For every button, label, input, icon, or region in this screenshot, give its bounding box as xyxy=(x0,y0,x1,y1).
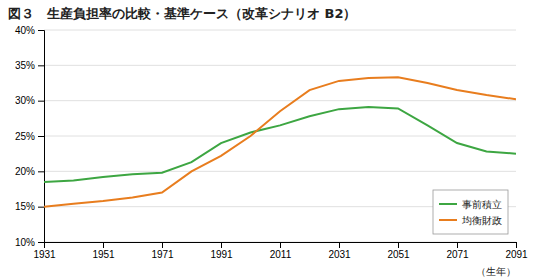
title: 図３ 生産負担率の比較・基準ケース（改革シナリオ B2） xyxy=(8,6,356,21)
y-tick-mark xyxy=(38,65,44,66)
x-tick-label: 1991 xyxy=(210,249,233,260)
legend-item: 事前積立 xyxy=(439,199,502,210)
x-tick-mark xyxy=(339,242,340,248)
line xyxy=(44,77,516,206)
y-tick: 30% xyxy=(15,95,44,106)
x-axis-line xyxy=(45,243,517,249)
x-axis: 1931 1951 1971 1991 2011 2031 2051 2071 2091 xyxy=(33,242,528,260)
y-tick-mark xyxy=(38,171,44,172)
y-tick-mark xyxy=(38,136,44,137)
grid-line xyxy=(44,171,516,172)
y-tick-label: 20% xyxy=(15,166,35,177)
legend-item: 均衡財政 xyxy=(439,215,502,226)
x-tick-mark xyxy=(516,242,517,248)
x-tick-mark xyxy=(162,242,163,248)
y-tick-mark xyxy=(38,30,44,31)
x-tick: 1971 xyxy=(151,242,174,260)
y-tick-label: 10% xyxy=(15,237,35,248)
grid-line xyxy=(44,30,516,31)
x-tick-mark xyxy=(398,242,399,248)
legend-swatch xyxy=(439,219,457,221)
chart: 図３ 生産負担率の比較・基準ケース（改革シナリオ B2） 1931 1951 1971… xyxy=(0,0,534,280)
plot: 19311951197119912011203120512071209110%1… xyxy=(15,25,528,277)
y-tick-mark xyxy=(38,101,44,102)
y-axis: 10% 15% 20% 25% 30% 35% 40% xyxy=(15,25,45,248)
y-tick-label: 35% xyxy=(15,60,35,71)
y-tick: 15% xyxy=(15,201,44,212)
y-tick-label: 15% xyxy=(15,201,35,212)
x-tick-label: 1931 xyxy=(33,249,56,260)
x-tick-label: 2011 xyxy=(270,249,292,260)
y-tick-mark xyxy=(38,207,44,208)
y-tick: 25% xyxy=(15,131,44,142)
x-tick-label: 1951 xyxy=(92,249,115,260)
y-tick: 35% xyxy=(15,60,44,71)
y-axis-line xyxy=(38,31,45,243)
y-tick-mark xyxy=(38,242,44,243)
x-tick-mark xyxy=(221,242,222,248)
x-tick-label: 2051 xyxy=(387,249,410,260)
x-tick-mark xyxy=(457,242,458,248)
series-lines xyxy=(44,77,516,206)
x-tick: 1931 xyxy=(33,242,56,260)
y-tick-label: 30% xyxy=(15,95,35,106)
y-tick: 40% xyxy=(15,25,44,36)
x-tick-mark xyxy=(280,242,281,248)
x-tick-mark xyxy=(103,242,104,248)
grid-line xyxy=(44,100,516,101)
x-tick: 1951 xyxy=(92,242,115,260)
x-tick: 2071 xyxy=(446,242,469,260)
x-tick: 2091 xyxy=(505,242,528,260)
x-tick-label: 2071 xyxy=(446,249,469,260)
x-tick-label: 2031 xyxy=(328,249,351,260)
legend-swatch xyxy=(439,203,457,205)
x-tick: 2011 xyxy=(270,242,292,260)
x-tick: 2051 xyxy=(387,242,410,260)
line xyxy=(44,107,516,182)
y-tick: 10% xyxy=(15,237,44,248)
y-tick-label: 25% xyxy=(15,131,35,142)
legend-box xyxy=(433,190,508,234)
y-tick: 20% xyxy=(15,166,44,177)
legend-label: 均衡財政 xyxy=(461,215,502,226)
x-tick-label: 2091 xyxy=(505,249,528,260)
y-tick-label: 40% xyxy=(15,25,35,36)
x-tick: 1991 xyxy=(210,242,233,260)
x-tick-label: 1971 xyxy=(151,249,174,260)
legend: 事前積立均衡財政 xyxy=(433,190,508,234)
x-tick: 2031 xyxy=(328,242,351,260)
legend-label: 事前積立 xyxy=(462,199,502,210)
grid xyxy=(44,30,516,242)
grid-line xyxy=(44,65,516,66)
x-axis-label: （生年） xyxy=(476,266,516,277)
